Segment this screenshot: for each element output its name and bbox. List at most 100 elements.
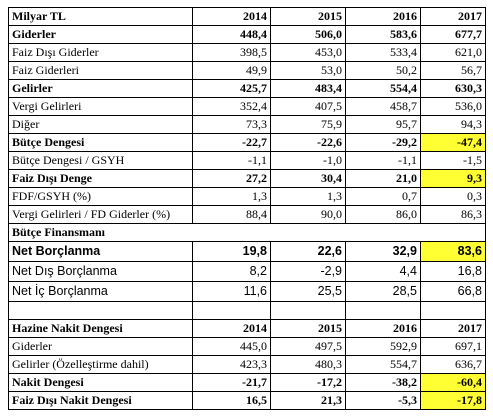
cell-value: 398,5: [192, 43, 271, 62]
cell-value: 4,4: [345, 261, 421, 282]
row-label: Nakit Dengesi: [8, 373, 193, 392]
cell-value: -38,2: [345, 373, 421, 392]
table-row: Vergi Gelirleri 352,4 407,5 458,7 536,0: [8, 97, 486, 116]
row-label: Faiz Dışı Giderler: [8, 43, 193, 62]
section-row: Bütçe Finansmanı: [8, 223, 486, 242]
table-row: Nakit Dengesi -21,7 -17,2 -38,2 -60,4: [8, 373, 486, 392]
cell-value: -1,1: [192, 151, 271, 170]
cell-value: 448,4: [192, 25, 271, 44]
cell-value: -5,3: [345, 391, 421, 410]
cell-value: -22,6: [270, 133, 346, 152]
cell-value: 636,7: [420, 355, 486, 374]
cell-value: 407,5: [270, 97, 346, 116]
cell-value: 94,3: [420, 115, 486, 134]
cell-value: 630,3: [420, 79, 486, 98]
cell-value: 1,3: [270, 187, 346, 206]
cell-value: 0,7: [345, 187, 421, 206]
cell-value: 19,8: [192, 241, 271, 262]
cell-value: 677,7: [420, 25, 486, 44]
empty-cell: [270, 301, 346, 320]
row-label: Giderler: [8, 25, 193, 44]
row-label: Faiz Dışı Nakit Dengesi: [8, 391, 193, 410]
table-row: Giderler 448,4 506,0 583,6 677,7: [8, 25, 486, 44]
table-row: FDF/GSYH (%) 1,3 1,3 0,7 0,3: [8, 187, 486, 206]
cell-value: 554,7: [345, 355, 421, 374]
cell-value: 458,7: [345, 97, 421, 116]
cell-value: 592,9: [345, 337, 421, 356]
cell-value: 2014: [192, 319, 271, 338]
cell-value: 453,0: [270, 43, 346, 62]
cell-value: 2015: [270, 7, 346, 26]
cell-value: 425,7: [192, 79, 271, 98]
cell-value: 2017: [420, 319, 486, 338]
row-label: Faiz Giderleri: [8, 61, 193, 80]
cell-value: 16,5: [192, 391, 271, 410]
row-label: Bütçe Dengesi: [8, 133, 193, 152]
budget-table: Milyar TL 2014 2015 2016 2017 Giderler 448,4 50…: [8, 7, 486, 410]
row-label: Diğer: [8, 115, 193, 134]
cell-value: 2015: [270, 319, 346, 338]
cell-value: -47,4: [420, 133, 486, 152]
empty-cell: [8, 301, 193, 320]
cell-value: -2,9: [270, 261, 346, 282]
row-label: Faiz Dışı Denge: [8, 169, 193, 188]
table-row: Bütçe Dengesi / GSYH -1,1 -1,0 -1,1 -1,5: [8, 151, 486, 170]
cell-value: 11,6: [192, 281, 271, 302]
cell-value: -60,4: [420, 373, 486, 392]
row-label: Milyar TL: [8, 7, 193, 26]
table-row: Giderler 445,0 497,5 592,9 697,1: [8, 337, 486, 356]
cell-value: -1,0: [270, 151, 346, 170]
cell-value: -1,1: [345, 151, 421, 170]
cell-value: 56,7: [420, 61, 486, 80]
cell-value: 27,2: [192, 169, 271, 188]
cell-value: 88,4: [192, 205, 271, 224]
cell-value: 2016: [345, 319, 421, 338]
table-row: Faiz Dışı Denge 27,2 30,4 21,0 9,3: [8, 169, 486, 188]
table-row: Faiz Giderleri 49,9 53,0 50,2 56,7: [8, 61, 486, 80]
row-label: Vergi Gelirleri: [8, 97, 193, 116]
cell-value: -17,8: [420, 391, 486, 410]
cell-value: 21,3: [270, 391, 346, 410]
row-label: Net Dış Borçlanma: [8, 261, 193, 282]
cell-value: 445,0: [192, 337, 271, 356]
cell-value: 583,6: [345, 25, 421, 44]
cell-value: 1,3: [192, 187, 271, 206]
row-label: Hazine Nakit Dengesi: [8, 319, 193, 338]
row-label: Bütçe Dengesi / GSYH: [8, 151, 193, 170]
cell-value: 533,4: [345, 43, 421, 62]
cell-value: 9,3: [420, 169, 486, 188]
cell-value: 483,4: [270, 79, 346, 98]
cell-value: 83,6: [420, 241, 486, 262]
cell-value: 22,6: [270, 241, 346, 262]
cell-value: 73,3: [192, 115, 271, 134]
cell-value: 50,2: [345, 61, 421, 80]
row-label: FDF/GSYH (%): [8, 187, 193, 206]
cell-value: -1,5: [420, 151, 486, 170]
table-row: Gelirler 425,7 483,4 554,4 630,3: [8, 79, 486, 98]
cell-value: 697,1: [420, 337, 486, 356]
row-label: Net Borçlanma: [8, 241, 193, 262]
cell-value: 2014: [192, 7, 271, 26]
cell-value: 497,5: [270, 337, 346, 356]
row-label: Giderler: [8, 337, 193, 356]
table-row: Milyar TL 2014 2015 2016 2017: [8, 7, 486, 26]
table-row: Gelirler (Özelleştirme dahil) 423,3 480,3 5…: [8, 355, 486, 374]
cell-value: 95,7: [345, 115, 421, 134]
cell-value: 30,4: [270, 169, 346, 188]
cell-value: 66,8: [420, 281, 486, 302]
table-row: Net Borçlanma 19,8 22,6 32,9 83,6: [8, 241, 486, 262]
cell-value: 536,0: [420, 97, 486, 116]
table-row: Diğer 73,3 75,9 95,7 94,3: [8, 115, 486, 134]
cell-value: -21,7: [192, 373, 271, 392]
row-label: Gelirler (Özelleştirme dahil): [8, 355, 193, 374]
cell-value: 75,9: [270, 115, 346, 134]
cell-value: 16,8: [420, 261, 486, 282]
empty-cell: [345, 301, 421, 320]
cell-value: 25,5: [270, 281, 346, 302]
cell-value: 554,4: [345, 79, 421, 98]
empty-cell: [192, 301, 271, 320]
cell-value: 621,0: [420, 43, 486, 62]
row-label: Net İç Borçlanma: [8, 281, 193, 302]
cell-value: -17,2: [270, 373, 346, 392]
table-row: Bütçe Dengesi -22,7 -22,6 -29,2 -47,4: [8, 133, 486, 152]
